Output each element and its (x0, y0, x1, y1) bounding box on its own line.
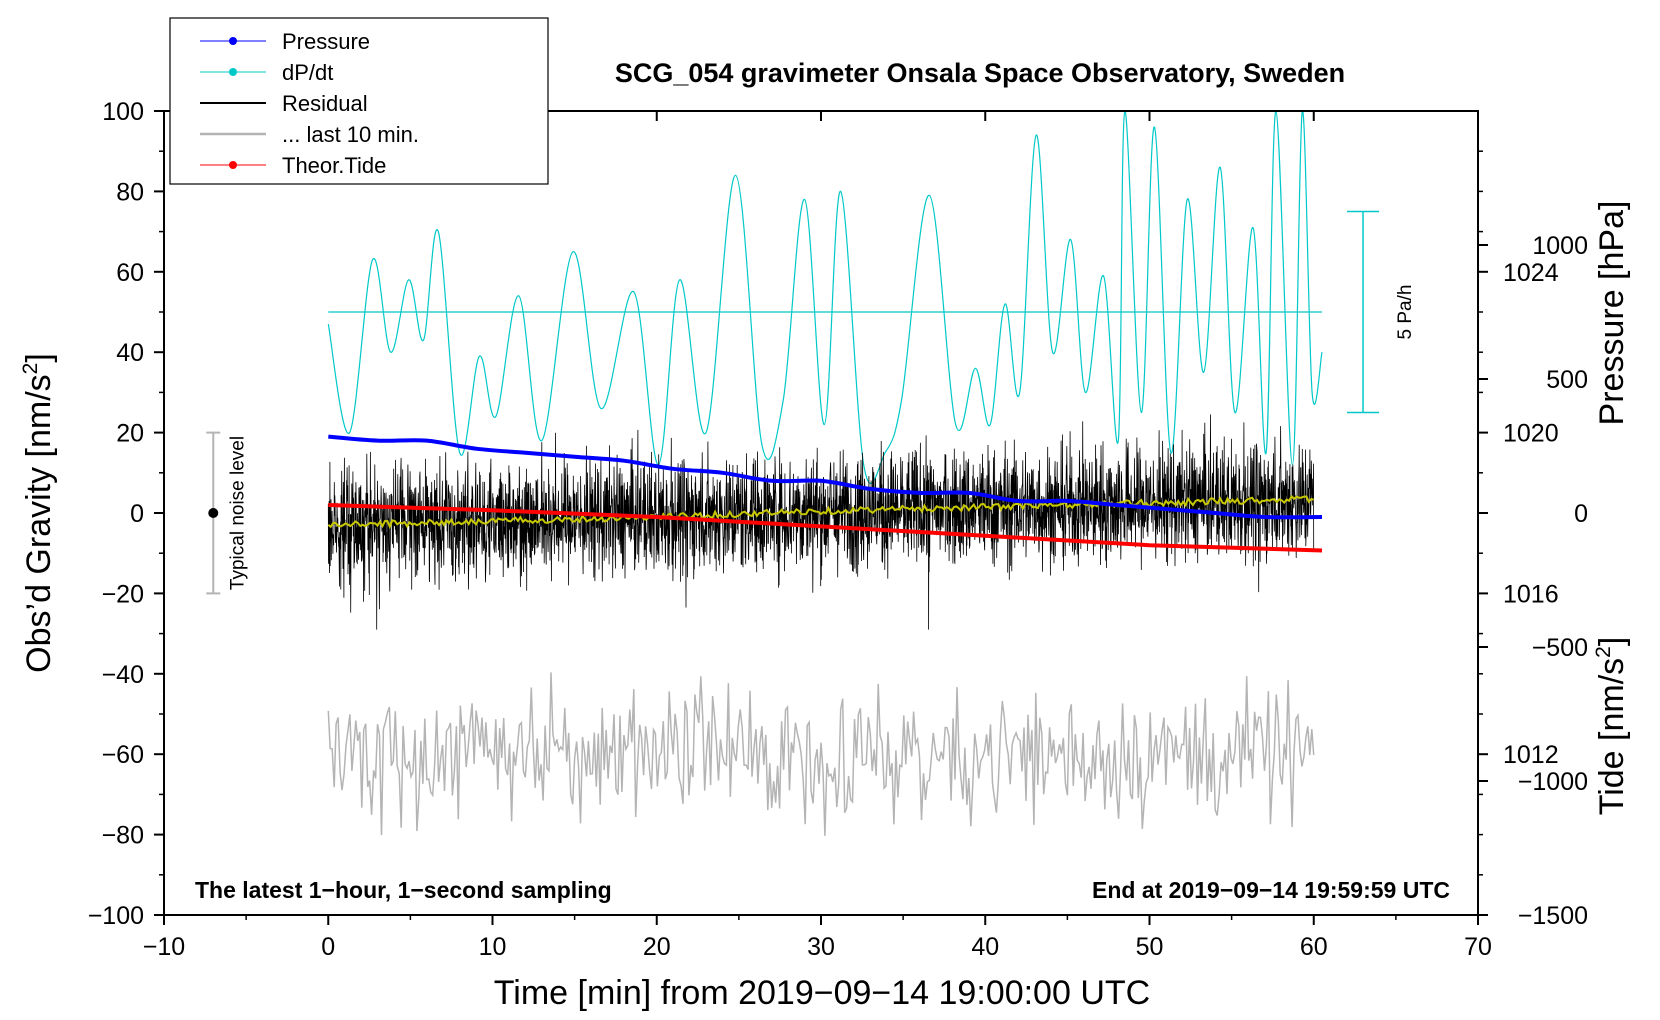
legend-label: ... last 10 min. (282, 122, 419, 147)
legend-label: Pressure (282, 29, 370, 54)
x-axis-title: Time [min] from 2019−09−14 19:00:00 UTC (494, 974, 1150, 1012)
tide-tick-label: −1500 (1518, 902, 1588, 930)
y-axis-tide: −1500 −1000 −500 0 500 1000 (1478, 232, 1588, 930)
x-tick-label: 40 (971, 933, 999, 961)
y-tick-label: 80 (116, 178, 144, 206)
dpdt-line (327, 111, 1323, 484)
legend-label: Theor.Tide (282, 153, 386, 178)
pressure-tick-label: 1016 (1503, 580, 1559, 608)
legend-label: dP/dt (282, 60, 333, 85)
legend-marker (229, 161, 237, 169)
pressure-line (328, 434, 1323, 520)
y-tick-label: 40 (116, 339, 144, 367)
x-axis: −10 0 10 20 30 40 50 60 70 (143, 111, 1492, 961)
y-tick-label: −40 (102, 661, 144, 689)
x-tick-label: 60 (1300, 933, 1328, 961)
tide-tick-label: 0 (1574, 500, 1588, 528)
x-tick-label: 50 (1136, 933, 1164, 961)
x-tick-label: 30 (807, 933, 835, 961)
legend-marker (229, 37, 237, 45)
tide-tick-label: −1000 (1518, 768, 1588, 796)
x-tick-label: −10 (143, 933, 185, 961)
y-axis-title-tide-end: ] (1593, 637, 1631, 646)
x-tick-label: 70 (1464, 933, 1492, 961)
tide-tick-label: −500 (1532, 634, 1588, 662)
series-layer (327, 111, 1323, 836)
x-tick-label: 20 (643, 933, 671, 961)
y-tick-label: 60 (116, 259, 144, 287)
y-tick-label: −20 (102, 580, 144, 608)
legend-label: Residual (282, 91, 368, 116)
pressure-tick-label: 1024 (1503, 259, 1559, 287)
y-tick-label: −100 (88, 902, 144, 930)
y-tick-label: 0 (130, 500, 144, 528)
y-axis-gravity: −100 −80 −60 −40 −20 0 20 40 60 80 100 (88, 98, 164, 930)
y-axis-title-gravity-main: Obs’d Gravity [nm/s (20, 374, 58, 673)
legend: Pressure dP/dt Residual ... last 10 min. The… (169, 17, 549, 185)
legend-marker (229, 68, 237, 76)
tide-tick-label: 500 (1546, 366, 1588, 394)
y-tick-label: −80 (102, 822, 144, 850)
tide-line (328, 503, 1323, 553)
y-tick-label: 100 (102, 98, 144, 126)
y-axis-title-pressure: Pressure [hPa] (1593, 201, 1631, 426)
overlay-layer: Typical noise level 5 Pa/h (206, 210, 1416, 595)
y-axis-pressure: 1012 1016 1020 1024 (1478, 150, 1559, 876)
x-tick-label: 0 (321, 933, 335, 961)
y-axis-title-tide: Tide [nm/s2] (1592, 637, 1631, 816)
y-axis-title-gravity: Obs’d Gravity [nm/s2] (19, 353, 58, 673)
legend-box (169, 17, 549, 185)
annotation-end-time: End at 2019−09−14 19:59:59 UTC (1092, 877, 1450, 903)
y-tick-label: 20 (116, 420, 144, 448)
noise-level-label: Typical noise level (227, 436, 248, 590)
annotation-sampling: The latest 1−hour, 1−second sampling (195, 877, 612, 903)
noise-bar-center (208, 508, 219, 518)
pressure-tick-label: 1020 (1503, 420, 1559, 448)
last-10-min-line (327, 672, 1315, 836)
pressure-tick-label: 1012 (1503, 741, 1559, 769)
y-axis-title-gravity-sup: 2 (19, 363, 42, 375)
x-tick-label: 10 (479, 933, 507, 961)
chart-title: SCG_054 gravimeter Onsala Space Observat… (615, 58, 1345, 88)
y-axis-title-tide-main: Tide [nm/s (1593, 658, 1631, 815)
dpdt-scale-label: 5 Pa/h (1395, 285, 1416, 340)
y-tick-label: −60 (102, 741, 144, 769)
tide-tick-label: 1000 (1532, 232, 1588, 260)
y-axis-title-tide-sup: 2 (1592, 646, 1615, 658)
y-axis-title-gravity-end: ] (20, 353, 58, 362)
